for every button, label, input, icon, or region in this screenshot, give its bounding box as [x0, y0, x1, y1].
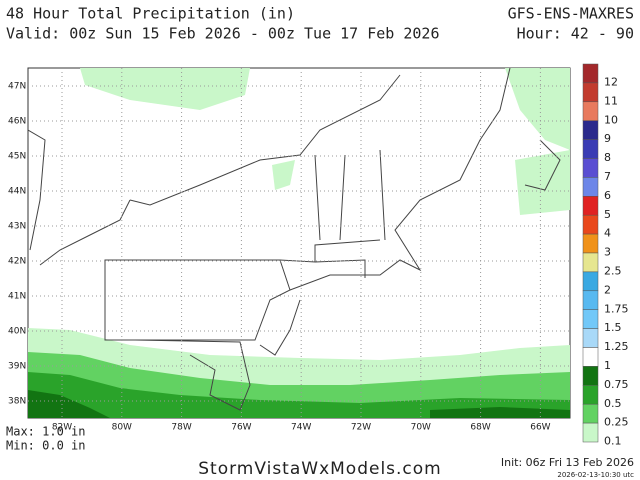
color-swatch: [582, 271, 599, 292]
lat-label: 46N: [8, 117, 26, 127]
color-swatch: [582, 63, 599, 84]
lon-label: 72W: [351, 423, 371, 433]
precip-fields: [28, 68, 570, 418]
level-label: 1.75: [604, 302, 629, 315]
color-swatch: [582, 214, 599, 235]
level-label: 3: [604, 246, 611, 259]
color-swatch: [582, 252, 599, 273]
level-label: 1: [604, 359, 611, 372]
lon-label: 74W: [291, 423, 311, 433]
level-label: 6: [604, 189, 611, 202]
model: GFS-ENS-MAXRES: [508, 5, 634, 23]
color-swatch: [582, 101, 599, 121]
title: 48 Hour Total Precipitation (in): [6, 5, 295, 23]
color-swatch: [582, 139, 599, 159]
lon-label: 78W: [171, 423, 191, 433]
lat-label: 47N: [8, 82, 26, 92]
color-swatch: [582, 403, 599, 424]
level-label: 0.25: [604, 416, 629, 429]
lon-label: 66W: [530, 423, 550, 433]
level-label: 9: [604, 132, 611, 145]
boundaries: [28, 68, 561, 411]
color-swatch: [582, 120, 599, 140]
color-swatch: [582, 385, 599, 405]
color-swatch: [582, 290, 599, 310]
min-value: Min: 0.0 in: [6, 439, 85, 453]
color-swatch: [582, 196, 599, 216]
lat-label: 41N: [8, 292, 26, 302]
colorbar: 12 11 10 9 8 7 6 5 4 3 2.5 2 1.75 1.5 1.25 1 0.75 0.5 0.25…: [582, 63, 629, 448]
level-label: 0.1: [604, 435, 622, 448]
level-label: 5: [604, 208, 611, 221]
color-swatch: [582, 347, 599, 367]
color-swatch: [582, 309, 599, 329]
color-swatch: [582, 366, 599, 386]
lat-label: 38N: [8, 397, 26, 407]
lat-label: 43N: [8, 222, 26, 232]
init-time: Init: 06z Fri 13 Feb 2026: [501, 456, 634, 469]
level-label: 8: [604, 151, 611, 164]
level-label: 1.5: [604, 321, 622, 334]
level-label: 4: [604, 227, 611, 240]
color-swatch: [582, 233, 599, 254]
color-swatch: [582, 177, 599, 197]
level-label: 2.5: [604, 264, 622, 277]
level-label: 0.5: [604, 397, 622, 410]
timestamp: 2026-02-13-10:30 utc: [557, 471, 634, 479]
lon-label: 70W: [411, 423, 431, 433]
level-label: 0.75: [604, 378, 629, 391]
map: [27, 67, 571, 419]
lat-label: 45N: [8, 152, 26, 162]
site-name: StormVistaWxModels.com: [198, 459, 442, 479]
lon-label: 76W: [231, 423, 251, 433]
valid-time: Valid: 00z Sun 15 Feb 2026 - 00z Tue 17 …: [6, 25, 439, 43]
lon-label: 82W: [52, 423, 72, 433]
level-label: 11: [604, 94, 618, 107]
max-value: Max: 1.0 in: [6, 425, 85, 439]
level-label: 1.25: [604, 340, 629, 353]
level-label: 2: [604, 283, 611, 296]
level-label: 7: [604, 170, 611, 183]
lat-label: 42N: [8, 257, 26, 267]
color-swatch: [582, 82, 599, 103]
hours: Hour: 42 - 90: [517, 25, 634, 43]
lon-label: 68W: [470, 423, 490, 433]
color-swatch: [582, 422, 599, 443]
lat-label: 39N: [8, 362, 26, 372]
color-swatch: [582, 158, 599, 178]
lat-label: 40N: [8, 327, 26, 337]
color-swatch: [582, 328, 599, 348]
lat-label: 44N: [8, 187, 26, 197]
lon-label: 80W: [112, 423, 132, 433]
level-label: 12: [604, 75, 618, 88]
level-label: 10: [604, 113, 618, 126]
